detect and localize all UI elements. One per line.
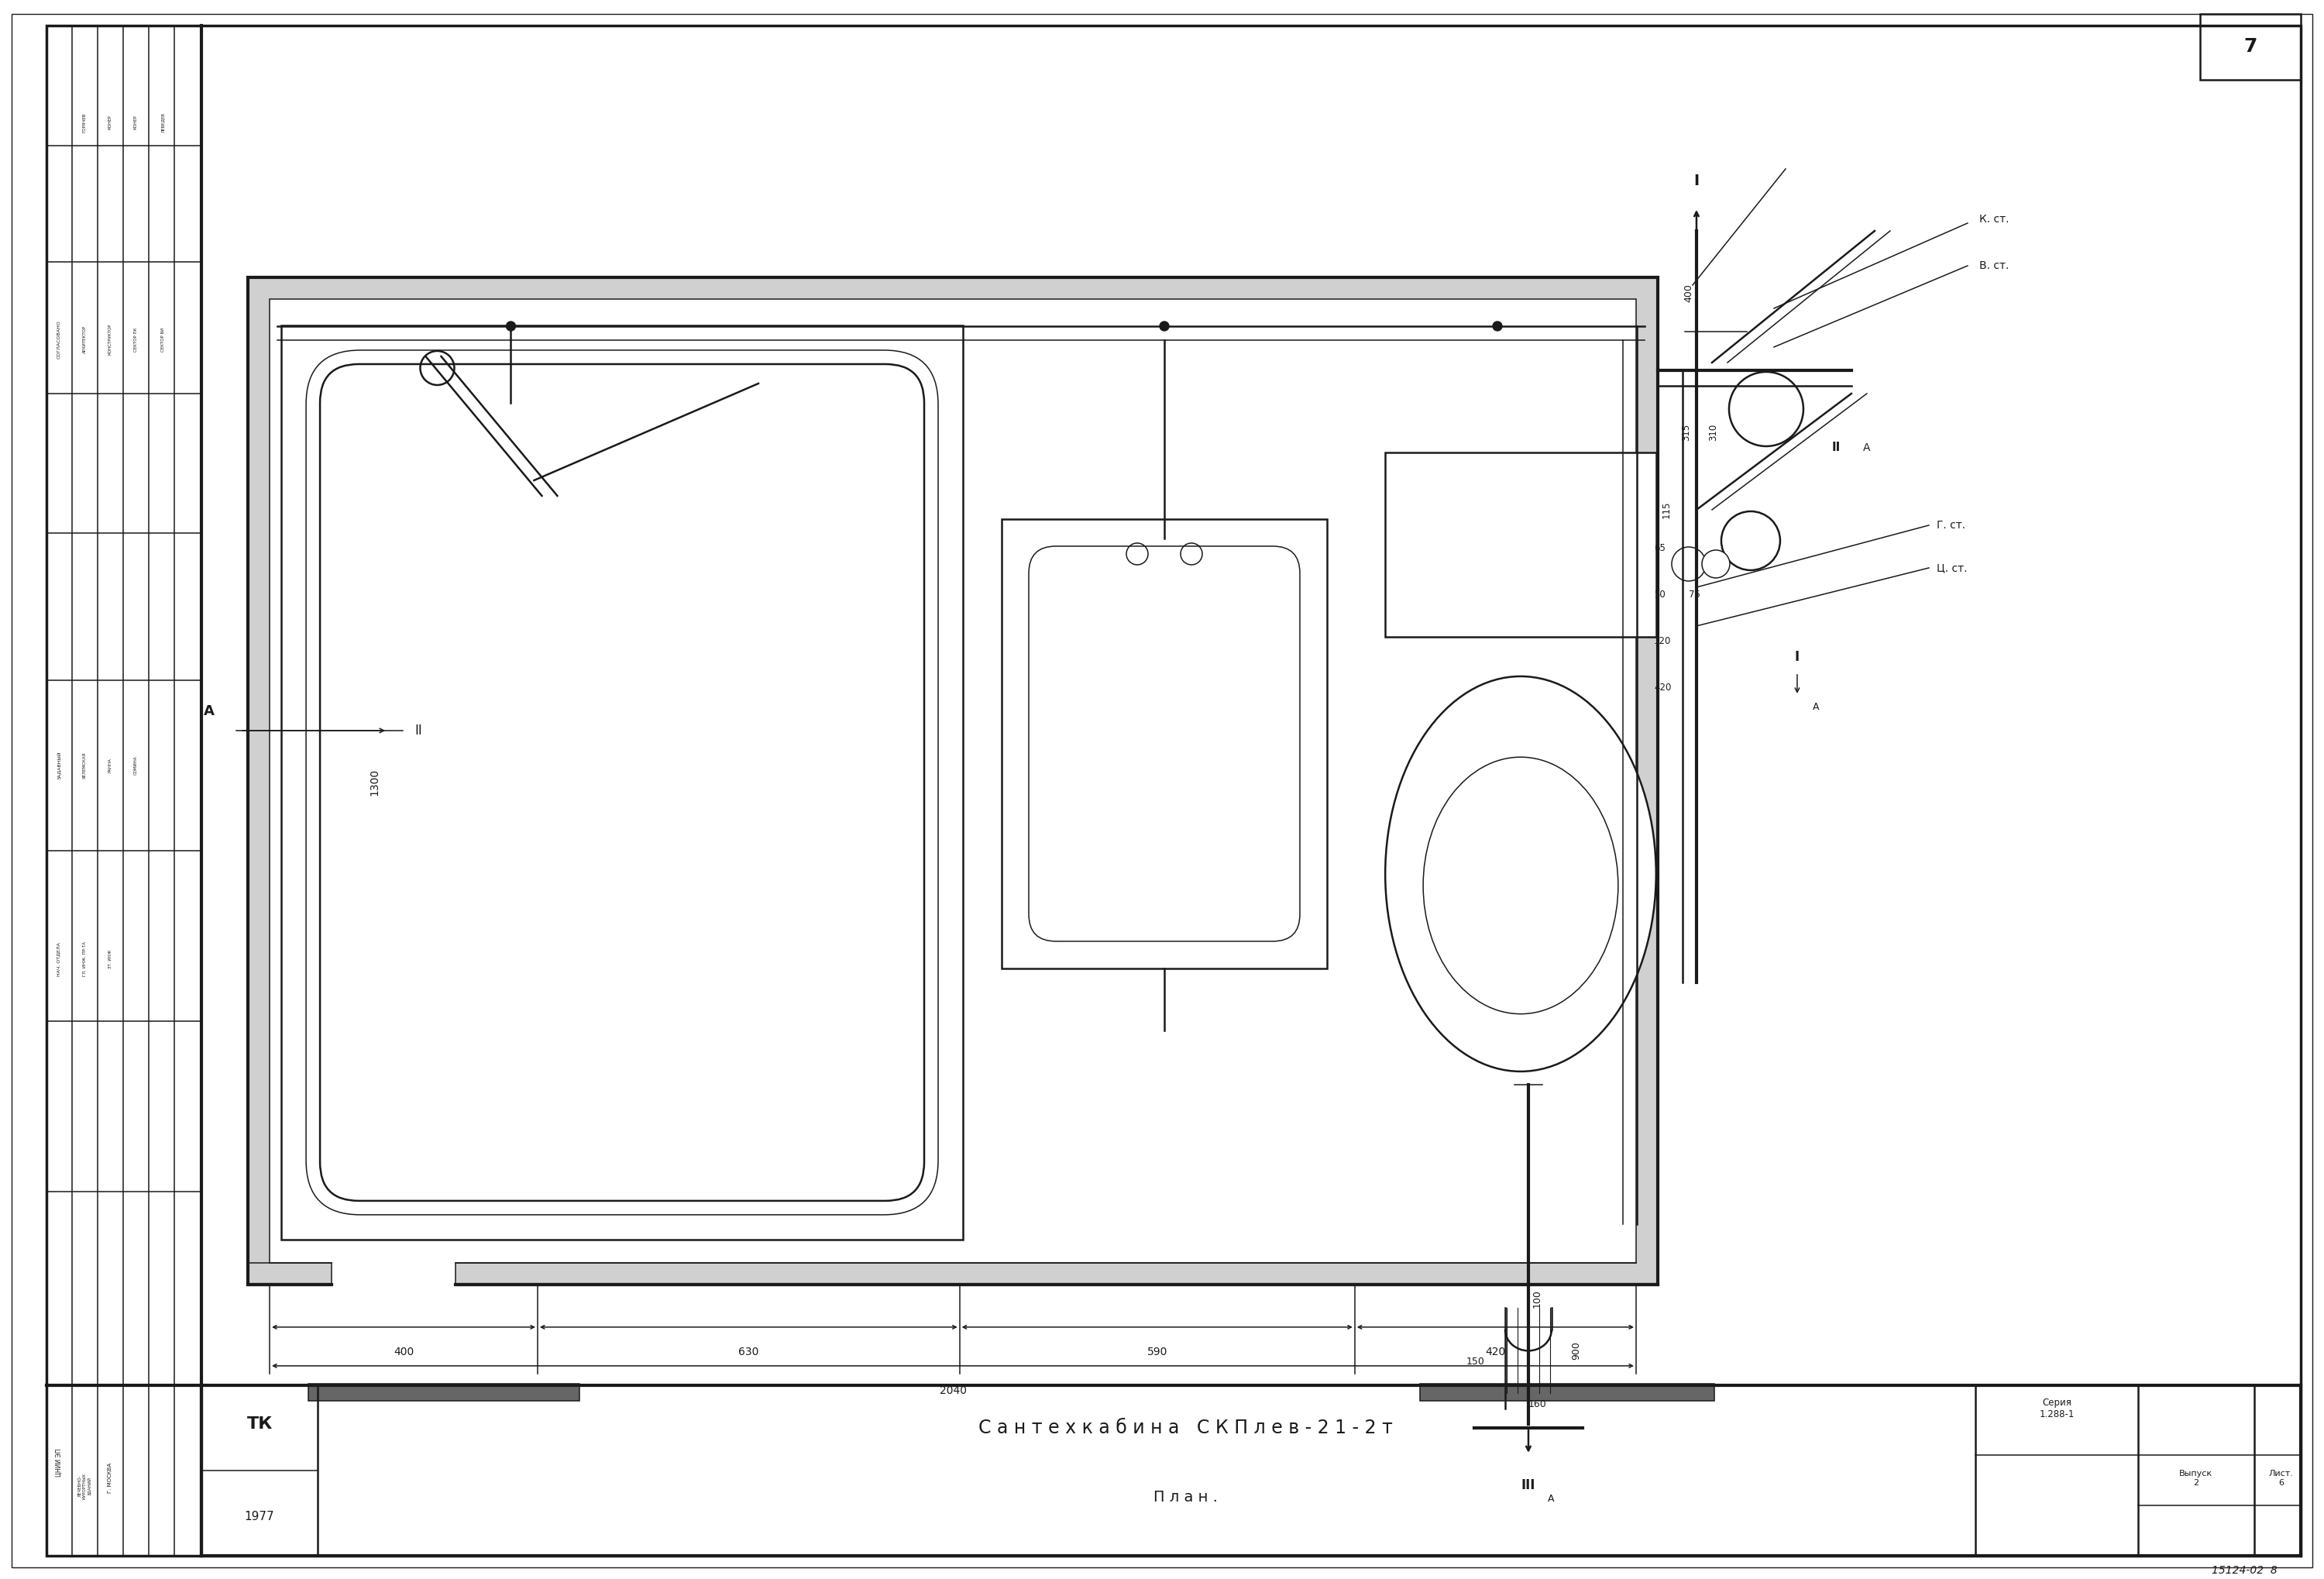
Text: 65: 65 bbox=[1655, 543, 1666, 554]
Bar bbox=[1385, 453, 1657, 636]
Text: А: А bbox=[1548, 1494, 1555, 1503]
Text: СЕКТОР ПК: СЕКТОР ПК bbox=[135, 327, 137, 352]
Text: 7: 7 bbox=[2243, 38, 2257, 57]
Text: 400: 400 bbox=[393, 1347, 414, 1358]
Text: 15124-02  8: 15124-02 8 bbox=[2212, 1565, 2278, 1576]
Circle shape bbox=[1671, 546, 1706, 581]
Bar bbox=[270, 298, 1636, 1263]
Text: К. ст.: К. ст. bbox=[1980, 213, 2008, 224]
Text: ЗАДАВНЫЙ: ЗАДАВНЫЙ bbox=[56, 752, 60, 780]
Bar bbox=[281, 325, 962, 1240]
Text: III: III bbox=[1522, 1478, 1536, 1492]
Text: Серия
1.288-1: Серия 1.288-1 bbox=[2038, 1397, 2075, 1420]
Circle shape bbox=[1160, 322, 1169, 332]
Bar bbox=[309, 1383, 579, 1401]
Text: 160: 160 bbox=[1529, 1399, 1548, 1410]
Text: 150: 150 bbox=[1466, 1356, 1485, 1367]
Text: В. ст.: В. ст. bbox=[1980, 261, 2008, 272]
Text: Лист.
6: Лист. 6 bbox=[2268, 1470, 2294, 1486]
Text: С а н т е х к а б и н а   С К П л е в - 2 1 - 2 т: С а н т е х к а б и н а С К П л е в - 2 … bbox=[978, 1418, 1392, 1437]
Text: I: I bbox=[1694, 174, 1699, 188]
Text: ЛАННА: ЛАННА bbox=[109, 758, 112, 774]
Text: 1977: 1977 bbox=[244, 1511, 274, 1522]
Text: СОГЛАСОВАНО: СОГЛАСОВАНО bbox=[58, 321, 60, 358]
Text: II: II bbox=[1831, 442, 1841, 453]
Text: 1300: 1300 bbox=[370, 769, 379, 796]
Text: 420: 420 bbox=[1655, 684, 1671, 693]
Text: А: А bbox=[1813, 703, 1820, 712]
Bar bbox=[1420, 1383, 1715, 1401]
Text: ГЛ. ИНЖ. ПР-ТА: ГЛ. ИНЖ. ПР-ТА bbox=[84, 941, 86, 976]
Text: II: II bbox=[414, 723, 423, 737]
Bar bbox=[1002, 519, 1327, 968]
Text: 2040: 2040 bbox=[939, 1385, 967, 1396]
Text: ЛЕЧЕБНО-
КУРОРТНЫХ
ЗДАНИЙ: ЛЕЧЕБНО- КУРОРТНЫХ ЗДАНИЙ bbox=[77, 1473, 91, 1498]
Text: 310: 310 bbox=[1708, 423, 1717, 441]
Circle shape bbox=[1729, 373, 1803, 447]
Text: 630: 630 bbox=[739, 1347, 758, 1358]
Text: 115: 115 bbox=[1662, 501, 1671, 518]
Bar bbox=[249, 278, 1657, 1284]
Ellipse shape bbox=[1385, 676, 1657, 1072]
Text: НАЧ. ОТДЕЛА: НАЧ. ОТДЕЛА bbox=[58, 943, 60, 976]
Circle shape bbox=[1722, 512, 1780, 570]
Bar bbox=[332, 1258, 456, 1288]
Text: СОМИНА: СОМИНА bbox=[135, 756, 137, 775]
Text: Г. ст.: Г. ст. bbox=[1936, 519, 1966, 531]
Text: ТК: ТК bbox=[246, 1416, 272, 1432]
Text: 420: 420 bbox=[1485, 1347, 1506, 1358]
Text: 50: 50 bbox=[1655, 591, 1666, 600]
Ellipse shape bbox=[1422, 756, 1618, 1014]
Text: КОНСТРУКТОР: КОНСТРУКТОР bbox=[109, 324, 112, 355]
Text: А: А bbox=[1864, 442, 1871, 453]
Text: ЦНИИ ЭП: ЦНИИ ЭП bbox=[56, 1448, 63, 1476]
Text: ХЕЛЕМСКАЯ: ХЕЛЕМСКАЯ bbox=[84, 752, 86, 778]
Bar bbox=[2201, 14, 2301, 81]
Text: Ц. ст.: Ц. ст. bbox=[1936, 562, 1966, 573]
Text: Г. МОСКВА: Г. МОСКВА bbox=[107, 1464, 112, 1494]
Circle shape bbox=[1701, 549, 1729, 578]
Text: 315: 315 bbox=[1680, 423, 1692, 441]
Circle shape bbox=[507, 322, 516, 332]
Text: 100: 100 bbox=[1532, 1288, 1543, 1307]
Text: Выпуск
2: Выпуск 2 bbox=[2180, 1470, 2212, 1486]
Text: АРХИТЕКТОР: АРХИТЕКТОР bbox=[84, 325, 86, 354]
Text: А: А bbox=[205, 704, 214, 718]
Circle shape bbox=[1492, 322, 1501, 332]
Text: СЕКТОР БИ: СЕКТОР БИ bbox=[160, 327, 165, 352]
Text: КОНЕР: КОНЕР bbox=[135, 115, 137, 129]
Text: П л а н .: П л а н . bbox=[1153, 1491, 1218, 1505]
Text: ГОРЯЧЕВ: ГОРЯЧЕВ bbox=[84, 112, 86, 133]
Text: КОНЕР: КОНЕР bbox=[109, 115, 112, 129]
Text: 120: 120 bbox=[1655, 636, 1671, 646]
Text: 400: 400 bbox=[1683, 284, 1694, 302]
Text: ЛЕБЕДЕВ: ЛЕБЕДЕВ bbox=[160, 112, 165, 133]
Text: I: I bbox=[1794, 651, 1799, 663]
Text: 900: 900 bbox=[1571, 1341, 1580, 1360]
Text: ЗТ. ИНЖ: ЗТ. ИНЖ bbox=[109, 949, 112, 968]
Text: 75: 75 bbox=[1690, 591, 1701, 600]
Text: 590: 590 bbox=[1148, 1347, 1167, 1358]
